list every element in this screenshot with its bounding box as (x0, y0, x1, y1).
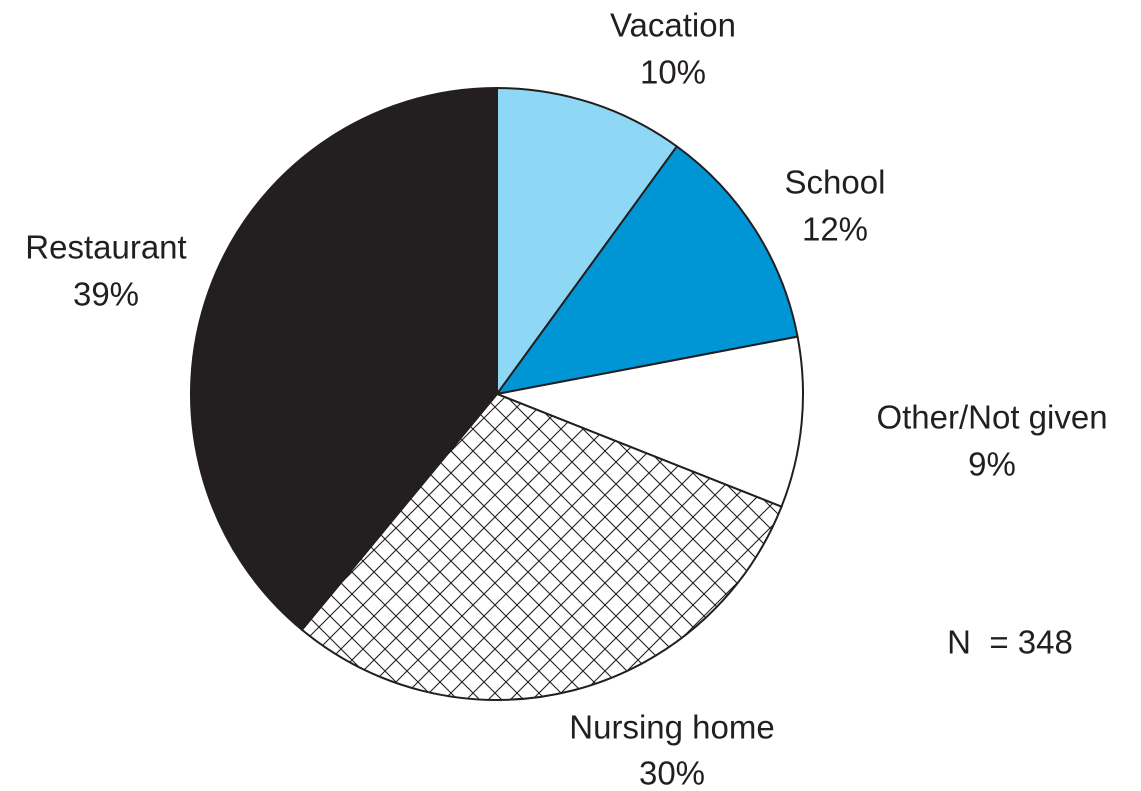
slice-label: Vacation (610, 7, 736, 44)
slice-label: Restaurant (25, 229, 186, 266)
slice-value-label: 10% (640, 54, 706, 91)
pie-slice (493, 335, 804, 508)
slice-value-label: 30% (639, 755, 705, 791)
pie-slice (190, 86, 498, 632)
slice-value-label: 39% (73, 276, 139, 313)
slice-label: Other/Not given (876, 399, 1107, 436)
slice-value-label: 12% (802, 211, 868, 248)
pie-slice (300, 392, 783, 701)
pie-slice (496, 86, 679, 398)
slice-label: Nursing home (569, 709, 774, 746)
pie (190, 86, 804, 701)
annotation: N = 348 (947, 624, 1073, 661)
pie-slice (494, 145, 799, 396)
labels: Vacation 10% School 12% Other/Not given 9% Nur… (25, 7, 1107, 791)
slice-value-label: 9% (968, 446, 1016, 483)
slice-label: School (785, 164, 886, 201)
